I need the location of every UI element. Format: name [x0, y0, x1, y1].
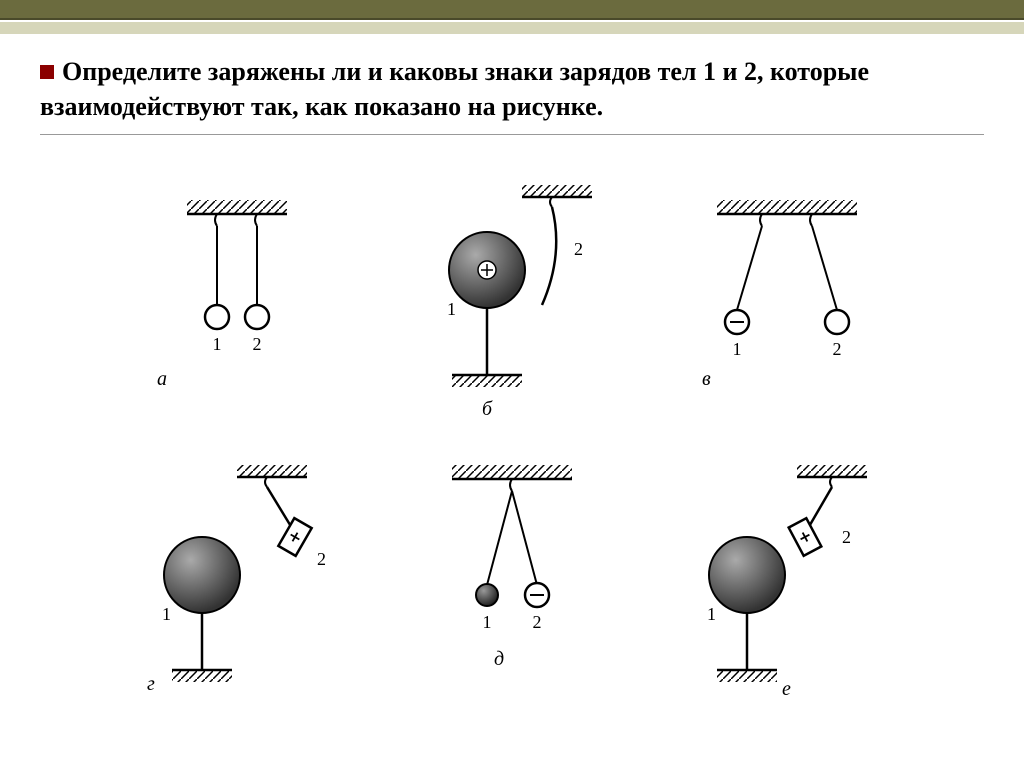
diagram-a: 1 2 а [100, 165, 375, 445]
tag-v: в [702, 368, 711, 390]
label-2: 2 [317, 549, 326, 569]
diagram-b: 2 1 б [375, 165, 650, 445]
label-1: 1 [707, 604, 716, 624]
label-2: 2 [532, 612, 541, 632]
bullet-square [40, 65, 54, 79]
label-2: 2 [574, 239, 583, 259]
label-1: 1 [482, 612, 491, 632]
top-stripe [0, 0, 1024, 20]
tag-g: г [147, 673, 155, 695]
diagram-d: 1 2 д [375, 445, 650, 725]
tag-e: е [782, 678, 791, 700]
diagram-grid: 1 2 а [40, 165, 984, 725]
tag-a: а [157, 368, 167, 390]
label-1: 1 [732, 339, 741, 359]
diagram-e: 2 1 е [649, 445, 924, 725]
label-1: 1 [213, 334, 222, 354]
diagram-g: 2 1 г [100, 445, 375, 725]
content-area: Определите заряжены ли и каковы знаки за… [0, 34, 1024, 725]
diagram-v: 1 2 в [649, 165, 924, 445]
tag-b: б [482, 398, 493, 420]
label-1: 1 [162, 604, 171, 624]
sub-stripe [0, 22, 1024, 34]
label-2: 2 [832, 339, 841, 359]
label-1: 1 [447, 299, 456, 319]
label-2: 2 [253, 334, 262, 354]
question-title: Определите заряжены ли и каковы знаки за… [40, 54, 984, 135]
label-2: 2 [842, 527, 851, 547]
tag-d: д [494, 648, 504, 670]
title-text: Определите заряжены ли и каковы знаки за… [40, 57, 869, 121]
